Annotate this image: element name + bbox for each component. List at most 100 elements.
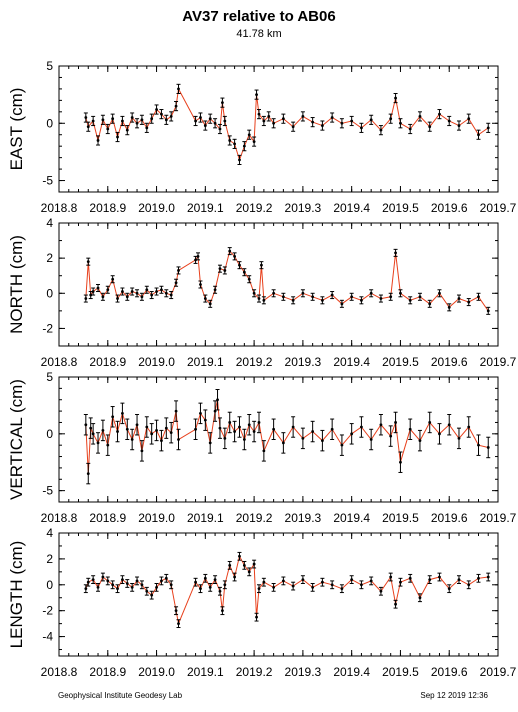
y-tick-label: 0 xyxy=(46,427,53,441)
data-point xyxy=(476,573,481,583)
data-point xyxy=(208,582,213,592)
data-point xyxy=(437,423,442,445)
data-point xyxy=(486,306,491,315)
data-point xyxy=(300,427,305,450)
data-point xyxy=(398,289,403,298)
point-marker xyxy=(252,291,256,295)
data-point xyxy=(130,287,135,296)
data-point xyxy=(135,576,140,586)
point-marker xyxy=(428,302,432,306)
point-marker xyxy=(369,291,373,295)
data-point xyxy=(120,575,125,584)
data-point xyxy=(217,586,222,596)
point-marker xyxy=(281,117,285,121)
point-marker xyxy=(106,579,110,583)
x-tick-label: 2019.7 xyxy=(480,665,517,679)
data-point xyxy=(310,117,315,128)
point-marker xyxy=(135,423,139,427)
point-marker xyxy=(111,117,115,121)
point-marker xyxy=(86,580,90,584)
data-point xyxy=(349,423,354,445)
point-marker xyxy=(96,441,100,445)
data-point xyxy=(330,418,335,440)
point-marker xyxy=(291,425,295,429)
footer-timestamp: Sep 12 2019 12:36 xyxy=(420,691,488,700)
data-point xyxy=(208,432,213,454)
x-tick-label: 2019.1 xyxy=(187,355,224,369)
point-marker xyxy=(486,309,490,313)
data-point xyxy=(247,129,252,140)
y-tick-label: -5 xyxy=(42,484,53,498)
data-point xyxy=(261,296,266,305)
data-point xyxy=(237,551,242,561)
y-tick-label: 0 xyxy=(46,116,53,130)
data-point xyxy=(176,428,181,451)
point-marker xyxy=(150,117,154,121)
point-marker xyxy=(467,583,471,587)
y-axis-title: VERTICAL (cm) xyxy=(7,379,26,500)
data-point xyxy=(369,576,374,586)
point-marker xyxy=(281,295,285,299)
point-marker xyxy=(203,124,207,127)
data-point xyxy=(466,580,471,590)
point-marker xyxy=(213,578,217,582)
data-point xyxy=(252,289,257,298)
panel-0: -5 0 5 2018.8 2018.9 2019.0 2019.1 2019.2 2019.3… xyxy=(7,59,517,215)
point-marker xyxy=(101,575,105,579)
data-point xyxy=(217,123,222,135)
data-point xyxy=(437,572,442,582)
point-marker xyxy=(311,120,315,124)
data-point xyxy=(242,141,247,152)
data-point xyxy=(222,266,227,275)
point-marker xyxy=(96,286,100,290)
data-point xyxy=(125,125,130,136)
point-marker xyxy=(203,418,207,422)
point-marker xyxy=(247,277,251,281)
point-marker xyxy=(155,429,158,432)
data-point xyxy=(310,582,315,592)
point-marker xyxy=(477,295,480,299)
series-line xyxy=(85,250,489,312)
point-marker xyxy=(428,421,432,424)
plot-frame xyxy=(58,65,499,193)
data-point xyxy=(417,111,422,122)
point-marker xyxy=(164,576,168,580)
point-marker xyxy=(291,584,295,588)
point-marker xyxy=(350,119,354,123)
data-point xyxy=(456,294,461,303)
point-marker xyxy=(194,258,197,262)
data-point xyxy=(256,411,261,434)
point-marker xyxy=(84,587,88,591)
point-marker xyxy=(360,425,363,429)
data-point xyxy=(349,292,354,301)
point-marker xyxy=(101,429,105,432)
point-marker xyxy=(272,291,276,295)
data-point xyxy=(91,423,96,445)
point-marker xyxy=(389,434,393,438)
data-point xyxy=(130,428,135,451)
data-point xyxy=(256,294,261,303)
point-marker xyxy=(257,421,261,424)
point-marker xyxy=(221,609,224,613)
data-point xyxy=(408,123,413,135)
data-point xyxy=(213,400,218,422)
data-point xyxy=(349,115,354,127)
plot-frame xyxy=(58,532,499,657)
data-point xyxy=(466,113,471,124)
data-point xyxy=(120,115,125,127)
point-marker xyxy=(150,432,154,436)
data-point xyxy=(100,292,105,301)
data-point xyxy=(110,113,115,124)
point-marker xyxy=(145,288,149,292)
data-point xyxy=(125,292,130,301)
point-marker xyxy=(311,430,315,433)
point-marker xyxy=(121,578,124,582)
point-marker xyxy=(150,593,154,597)
x-tick-label: 2019.0 xyxy=(138,665,175,679)
data-point xyxy=(378,294,383,303)
x-tick-label: 2019.0 xyxy=(138,201,175,215)
point-marker xyxy=(218,267,222,271)
x-tick-label: 2019.2 xyxy=(236,355,273,369)
point-marker xyxy=(238,158,241,162)
point-marker xyxy=(89,426,93,430)
